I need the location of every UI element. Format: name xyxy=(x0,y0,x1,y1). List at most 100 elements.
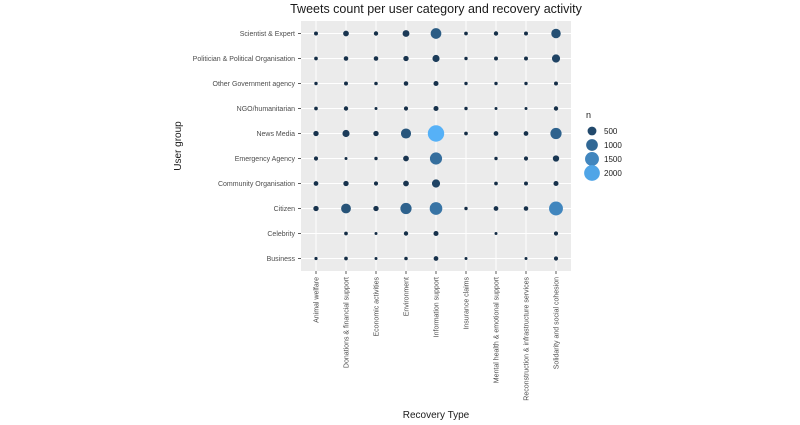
data-point xyxy=(493,31,499,36)
data-point xyxy=(432,54,440,63)
data-point xyxy=(344,157,348,160)
data-point xyxy=(523,206,529,211)
y-tick-label: Politician & Political Organisation xyxy=(193,56,295,63)
y-tick-label: Business xyxy=(267,256,296,263)
data-point xyxy=(402,30,410,37)
data-point xyxy=(493,131,499,136)
data-point xyxy=(524,81,528,86)
data-point xyxy=(494,81,498,86)
data-point xyxy=(554,81,558,86)
data-point xyxy=(374,107,378,110)
y-tick-label: Community Organisation xyxy=(218,181,295,188)
data-point xyxy=(403,155,409,162)
axis-ticks xyxy=(298,33,557,274)
data-point xyxy=(343,56,349,61)
data-point xyxy=(373,130,379,137)
x-tick-label: Donations & financial support xyxy=(344,277,351,368)
data-point xyxy=(403,180,409,187)
data-point xyxy=(314,31,318,36)
data-point xyxy=(400,202,412,215)
y-tick-label: Scientist & Expert xyxy=(240,31,295,38)
data-point xyxy=(524,107,528,110)
legend-label: 1000 xyxy=(604,141,622,150)
y-tick-labels: Scientist & Expert Politician & Political… xyxy=(193,31,296,263)
data-point xyxy=(400,128,412,139)
data-point xyxy=(494,232,498,235)
y-tick-label: News Media xyxy=(256,131,295,138)
x-tick-labels: Animal welfare Donations & financial supp… xyxy=(314,277,561,401)
data-point xyxy=(374,232,378,235)
data-point xyxy=(523,131,529,136)
data-point xyxy=(464,257,468,260)
data-point xyxy=(549,201,563,216)
data-point xyxy=(373,56,379,61)
y-tick-label: Celebrity xyxy=(267,231,295,238)
data-point xyxy=(403,106,409,111)
data-point xyxy=(553,106,559,111)
data-point xyxy=(429,202,443,215)
data-point xyxy=(314,256,318,261)
data-point xyxy=(464,206,468,211)
data-point xyxy=(553,180,559,187)
data-point xyxy=(553,231,559,236)
data-point xyxy=(344,81,348,86)
y-tick-label: Emergency Agency xyxy=(235,156,296,163)
data-point xyxy=(494,56,498,61)
data-point xyxy=(313,205,319,212)
data-point xyxy=(314,106,318,111)
data-point xyxy=(313,130,319,137)
data-point xyxy=(464,56,468,61)
y-tick-label: Citizen xyxy=(274,206,296,213)
data-point xyxy=(373,31,379,36)
data-point xyxy=(314,81,318,86)
data-point xyxy=(403,81,409,86)
data-point xyxy=(524,257,528,260)
y-tick-label: NGO/humanitarian xyxy=(237,106,295,113)
data-point xyxy=(551,28,561,39)
data-point xyxy=(430,28,442,39)
data-point xyxy=(433,256,439,261)
legend-key xyxy=(586,139,598,151)
x-tick-label: Insurance claims xyxy=(464,277,471,330)
data-point xyxy=(464,131,468,136)
data-point xyxy=(314,56,318,61)
data-point xyxy=(342,129,350,138)
y-axis-title: User group xyxy=(173,121,184,171)
data-point xyxy=(344,231,348,236)
data-point xyxy=(374,156,378,161)
data-point xyxy=(373,181,379,186)
data-point xyxy=(550,127,562,140)
x-tick-label: Economic activities xyxy=(374,277,381,337)
data-point xyxy=(343,106,349,111)
legend-key xyxy=(585,152,599,166)
data-point xyxy=(524,56,528,61)
x-axis-title: Recovery Type xyxy=(403,410,470,421)
data-point xyxy=(431,179,441,188)
data-point xyxy=(464,81,468,86)
x-tick-label: Mental health & emotional support xyxy=(494,277,501,383)
data-point xyxy=(494,156,498,161)
data-point xyxy=(523,156,529,161)
data-point xyxy=(344,256,348,261)
data-point xyxy=(494,181,498,186)
data-point xyxy=(313,156,319,161)
data-point xyxy=(313,181,319,186)
data-point xyxy=(433,105,439,112)
chart-title: Tweets count per user category and recov… xyxy=(290,2,583,16)
data-point xyxy=(341,203,351,214)
data-points xyxy=(313,28,563,261)
data-point xyxy=(551,54,561,63)
legend-title: n xyxy=(586,110,591,120)
data-point xyxy=(404,256,408,261)
data-point xyxy=(343,30,349,37)
data-point xyxy=(403,55,409,62)
x-tick-label: Environment xyxy=(404,277,411,316)
data-point xyxy=(374,257,378,260)
data-point xyxy=(373,205,379,212)
data-point xyxy=(433,230,439,237)
data-point xyxy=(552,155,560,162)
data-point xyxy=(343,180,349,187)
data-point xyxy=(524,181,528,186)
legend-label: 2000 xyxy=(604,169,622,178)
